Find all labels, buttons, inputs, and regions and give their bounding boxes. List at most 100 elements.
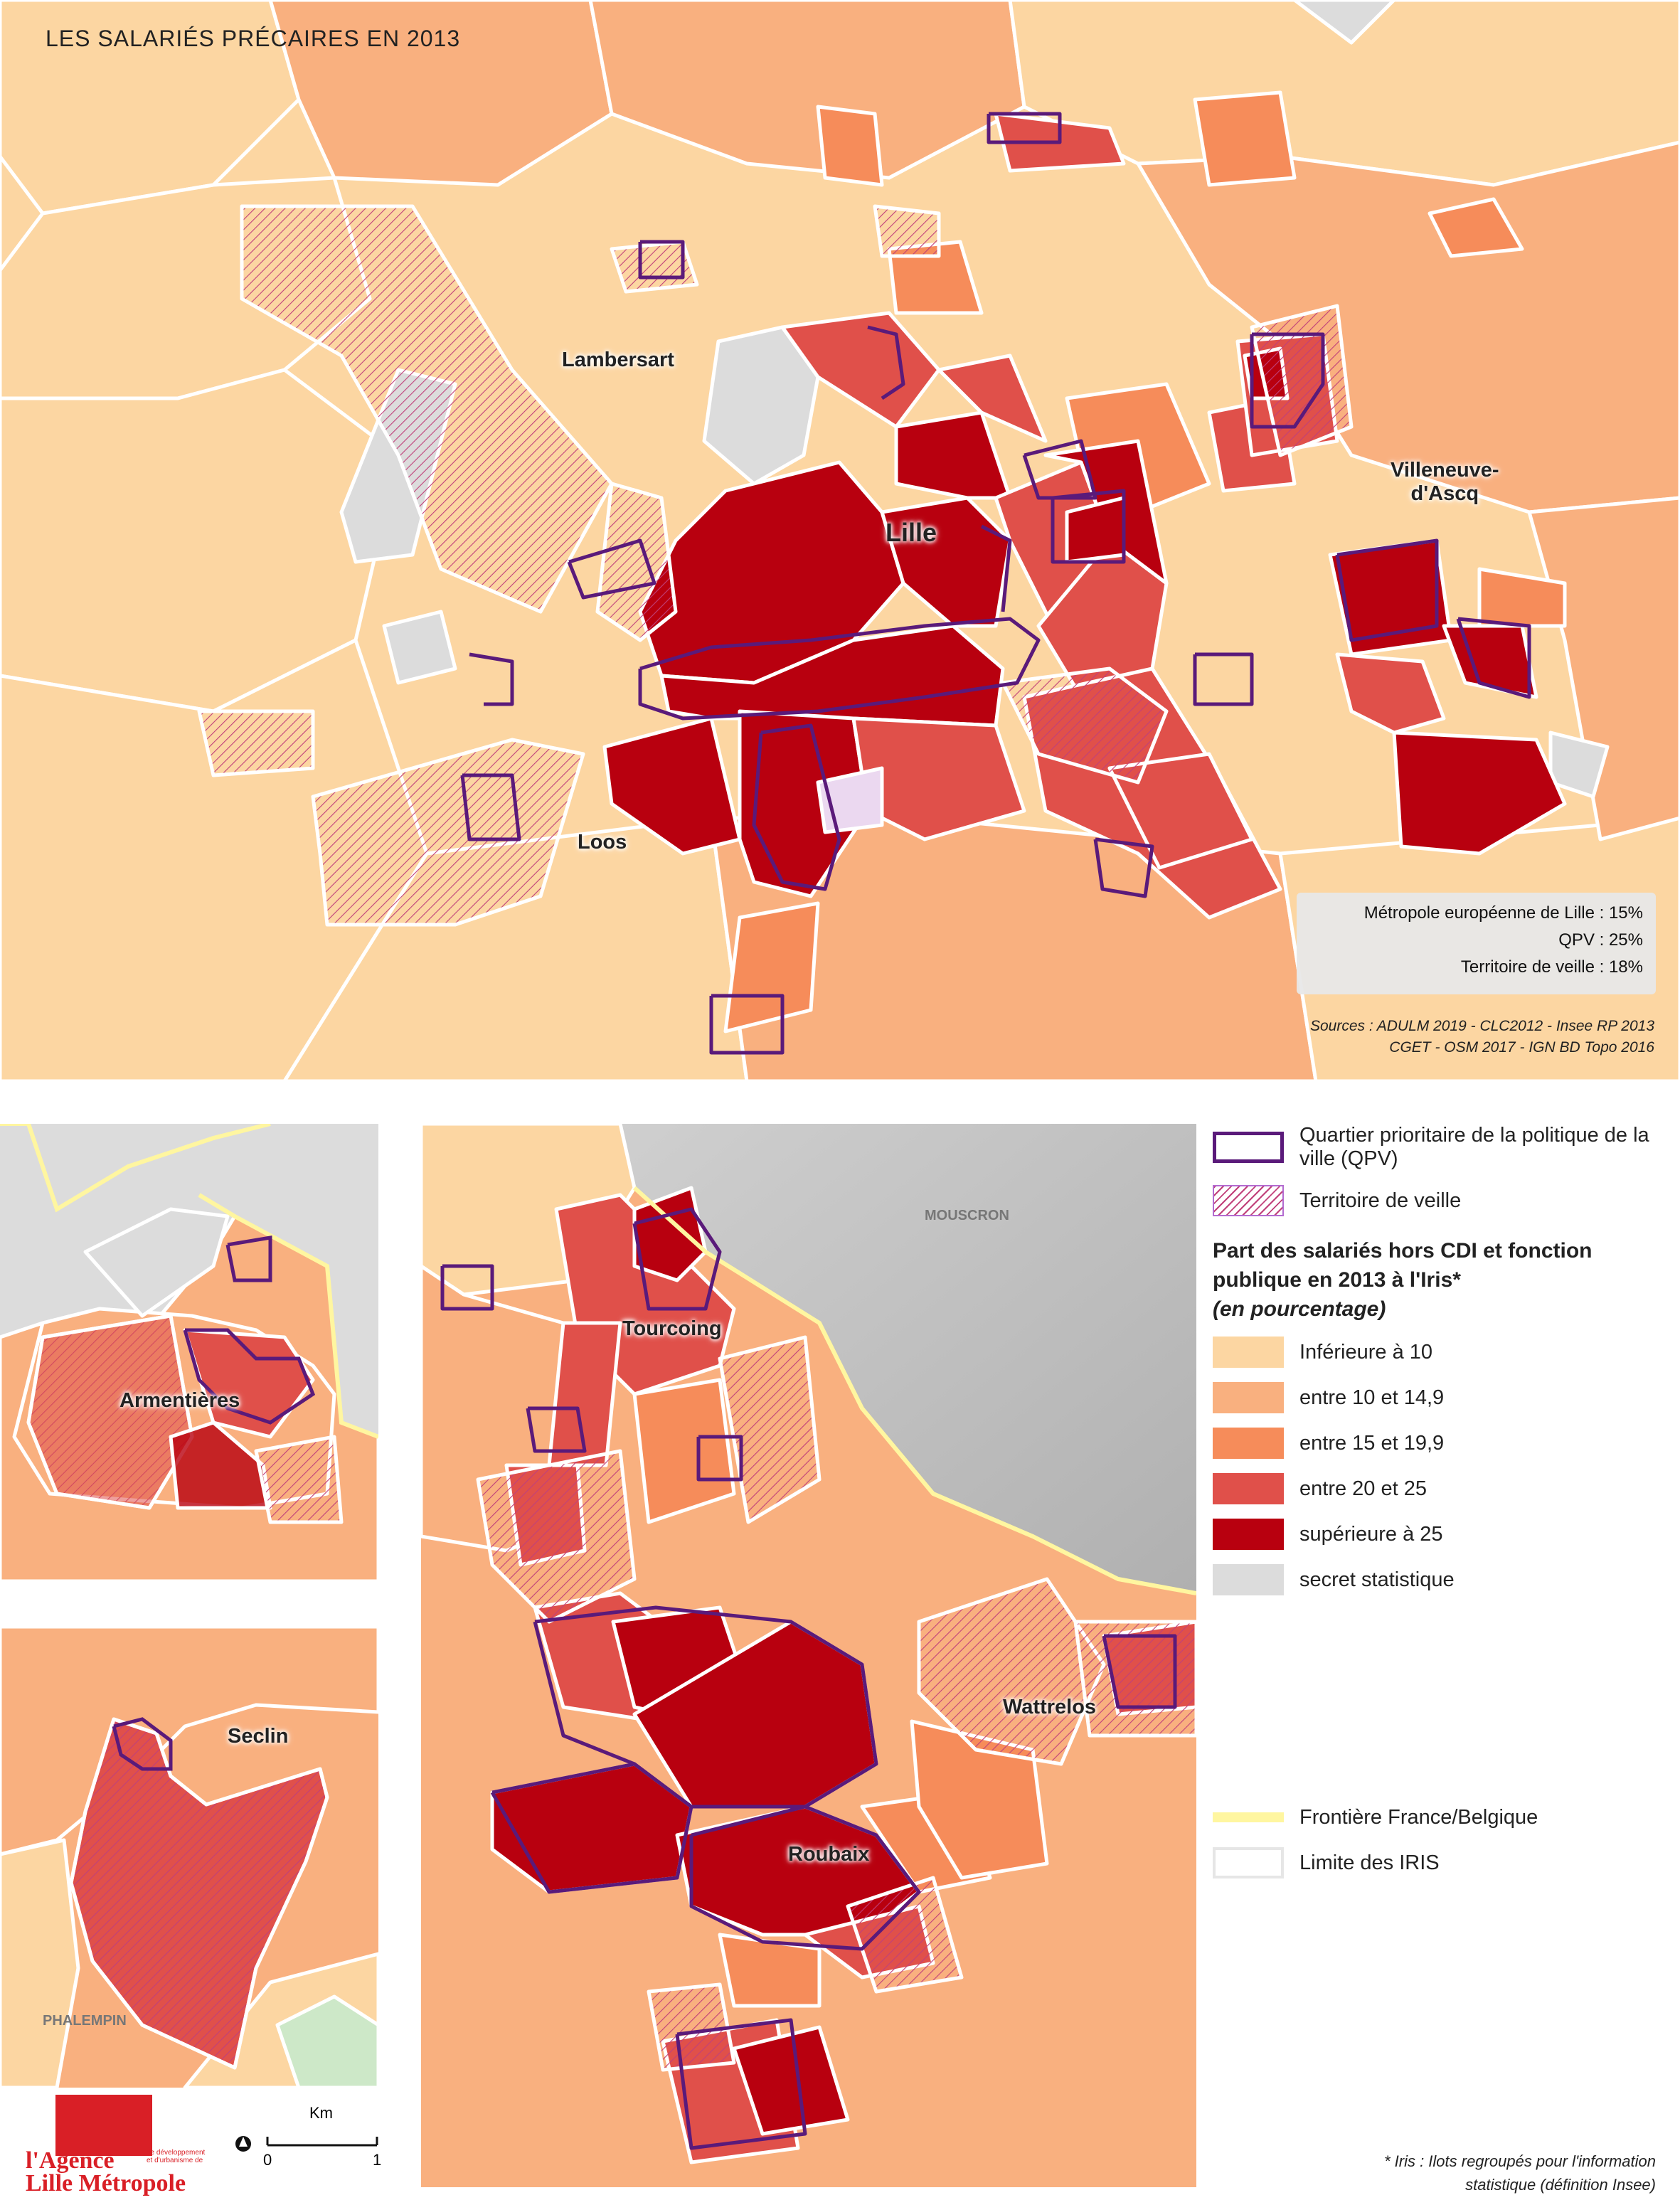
border-swatch <box>1213 1812 1284 1822</box>
veille-area <box>476 1449 637 1624</box>
inset-map-roubaix-tourcoing[interactable]: MOUSCRON Tourcoing Wattrelos Roubaix <box>421 1124 1196 2187</box>
place-label-tourcoing: Tourcoing <box>622 1317 722 1340</box>
qpv-outline <box>440 1264 494 1311</box>
stat-mel: Métropole européenne de Lille : 15% <box>1363 903 1643 923</box>
qpv-outline <box>696 1435 743 1482</box>
veille-area <box>1250 304 1354 457</box>
qpv-outline <box>980 524 1012 612</box>
place-label-lille: Lille <box>886 518 937 547</box>
commune-area <box>268 0 614 187</box>
qpv-outline <box>567 538 656 600</box>
legend-veille-label: Territoire de veille <box>1299 1189 1462 1212</box>
legend-qpv: Quartier prioritaire de la politique de … <box>1213 1117 1661 1178</box>
sources: Sources : ADULM 2019 - CLC2012 - Insee R… <box>1310 1016 1654 1058</box>
legend-class-row: entre 15 et 19,9 <box>1213 1420 1661 1466</box>
place-label-wattrelos: Wattrelos <box>1003 1696 1097 1718</box>
inset-map-armentieres[interactable]: Armentières <box>0 1124 378 1581</box>
roubaix-canvas <box>421 1124 1196 2187</box>
iris-area <box>1392 730 1567 856</box>
veille-area <box>197 709 315 777</box>
stat-veille: Territoire de veille : 18% <box>1460 957 1643 977</box>
veille-area <box>718 1335 822 1524</box>
legend-class-label: Inférieure à 10 <box>1299 1340 1433 1364</box>
place-label-loos: Loos <box>578 831 627 854</box>
legend-class-swatch <box>1213 1564 1284 1595</box>
secret-area <box>1548 730 1610 799</box>
place-label-mouscron: MOUSCRON <box>925 1208 1009 1223</box>
veille-area <box>254 1435 344 1524</box>
iris-area <box>1107 752 1254 870</box>
iris-area <box>1428 197 1524 258</box>
qpv-outline <box>533 1605 878 1809</box>
iris-area <box>1193 90 1297 187</box>
qpv-outline <box>638 617 1041 721</box>
qpv-outline <box>1093 837 1154 898</box>
veille-area <box>311 738 585 927</box>
footnote-line1: * Iris : Ilots regroupés pour l'informat… <box>1383 2152 1656 2170</box>
footnote: * Iris : Ilots regroupés pour l'informat… <box>1384 2149 1656 2196</box>
inset-map-seclin[interactable]: Seclin PHALEMPIN <box>0 1627 378 2088</box>
qpv-outline <box>867 325 905 400</box>
scale-unit: Km <box>309 2104 333 2122</box>
iris-swatch <box>1213 1847 1284 1878</box>
legend-class-swatch <box>1213 1519 1284 1550</box>
qpv-outline <box>490 1762 693 1894</box>
veille-swatch <box>1213 1185 1284 1216</box>
iris-area <box>632 1378 736 1524</box>
legend-class-label: supérieure à 25 <box>1299 1522 1443 1546</box>
qpv-outline <box>1456 617 1531 699</box>
map-title: LES SALARIÉS PRÉCAIRES EN 2013 <box>46 26 461 51</box>
qpv-outline <box>460 773 521 841</box>
main-map[interactable]: LES SALARIÉS PRÉCAIRES EN 2013 Lambersar… <box>0 0 1680 1081</box>
legend-class-row: supérieure à 25 <box>1213 1511 1661 1557</box>
legend-class-row: entre 10 et 14,9 <box>1213 1375 1661 1420</box>
north-arrow-tip <box>239 2137 248 2147</box>
qpv-outline <box>1022 439 1097 500</box>
qpv-outline <box>1335 538 1439 642</box>
legend-iris: Limite des IRIS <box>1213 1840 1661 1886</box>
place-label-phalempin: PHALEMPIN <box>43 2013 127 2029</box>
place-label-seclin: Seclin <box>228 1725 289 1748</box>
border-line <box>632 1186 1196 1595</box>
qpv-outline <box>526 1406 587 1453</box>
qpv-outline <box>1193 652 1254 706</box>
legend-class-row: entre 20 et 25 <box>1213 1466 1661 1511</box>
commune-area <box>0 1838 80 2088</box>
legend-class-swatch <box>1213 1428 1284 1459</box>
belgium-area <box>620 1124 1196 1593</box>
place-label-lambersart: Lambersart <box>562 349 674 371</box>
sources-line2: CGET - OSM 2017 - IGN BD Topo 2016 <box>1389 1039 1654 1056</box>
legend-class-label: entre 10 et 14,9 <box>1299 1386 1445 1409</box>
logo-tagline: de développement et d'urbanisme de <box>147 2149 206 2164</box>
iris-area <box>1328 538 1453 657</box>
legend-class-label: secret statistique <box>1299 1568 1455 1591</box>
stats-box: Métropole européenne de Lille : 15% QPV … <box>1297 893 1656 994</box>
secret-area <box>382 610 457 685</box>
qpv-outline <box>987 112 1062 144</box>
qpv-swatch <box>1213 1132 1284 1163</box>
qpv-outline <box>689 1805 921 1951</box>
qpv-outline <box>225 1235 272 1282</box>
scale-min: 0 <box>263 2151 272 2169</box>
legend-border: Frontière France/Belgique <box>1213 1795 1661 1840</box>
logo-line2: Lille Métropole <box>26 2170 186 2196</box>
place-label-roubaix: Roubaix <box>788 1843 870 1866</box>
legend-class-swatch <box>1213 1473 1284 1504</box>
qpv-outline <box>469 652 514 706</box>
legend-class-label: entre 20 et 25 <box>1299 1477 1427 1500</box>
iris-area <box>602 716 742 856</box>
veille-area <box>647 1982 736 2072</box>
commune-area <box>282 816 749 1081</box>
legend-border-label: Frontière France/Belgique <box>1299 1805 1538 1829</box>
place-label-villeneuve: Villeneuve- d'Ascq <box>1391 459 1499 505</box>
legend: Quartier prioritaire de la politique de … <box>1213 1117 1661 1886</box>
place-label-armentieres: Armentières <box>119 1389 240 1412</box>
veille-area <box>240 204 614 614</box>
qpv-outline <box>183 1328 316 1425</box>
stat-qpv: QPV : 25% <box>1558 930 1643 950</box>
scale-bar: Km 0 1 <box>235 2104 398 2182</box>
iris-area <box>1335 652 1446 735</box>
armentieres-canvas <box>0 1124 378 1581</box>
border-line <box>198 1193 378 1439</box>
legend-class-row: Inférieure à 10 <box>1213 1329 1661 1375</box>
